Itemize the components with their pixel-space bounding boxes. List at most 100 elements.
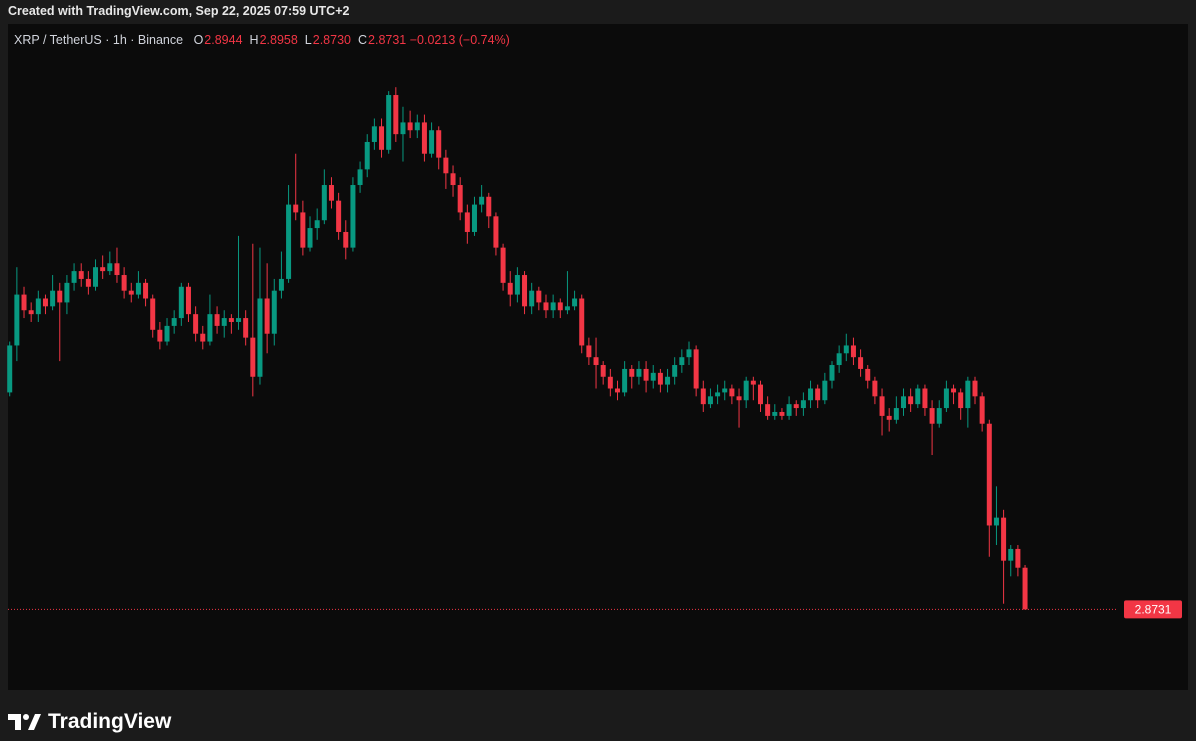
candle-body bbox=[364, 141, 370, 170]
candle-body bbox=[42, 298, 48, 307]
candle-body bbox=[193, 314, 199, 334]
candle-body bbox=[522, 275, 528, 307]
candle-body bbox=[250, 337, 256, 377]
candle-body bbox=[57, 290, 63, 303]
candle-body bbox=[336, 200, 342, 232]
candle-body bbox=[564, 306, 570, 311]
candle-body bbox=[836, 353, 842, 366]
candle-body bbox=[679, 357, 685, 366]
candle-body bbox=[121, 275, 127, 291]
candle-body bbox=[464, 212, 470, 232]
candle-body bbox=[972, 380, 978, 397]
candle-body bbox=[328, 185, 334, 201]
candle-body bbox=[207, 314, 213, 342]
brand: TradingView bbox=[8, 710, 171, 734]
candle-body bbox=[1001, 517, 1007, 561]
candle-body bbox=[779, 411, 785, 416]
candle-body bbox=[14, 294, 20, 346]
brand-logo bbox=[8, 714, 41, 730]
candle-body bbox=[200, 333, 206, 342]
candle-body bbox=[350, 185, 356, 248]
symbol-legend: XRP / TetherUS · 1h · Binance O2.8944 H2.… bbox=[14, 33, 510, 47]
candle-body bbox=[693, 349, 699, 389]
candle-body bbox=[393, 95, 399, 135]
candle-body bbox=[643, 368, 649, 381]
last-price-label: 2.8731 bbox=[1135, 603, 1172, 617]
candle-body bbox=[500, 247, 506, 283]
candle-body bbox=[850, 345, 856, 358]
candle-body bbox=[686, 349, 692, 358]
candle-body bbox=[1022, 567, 1028, 610]
header-label: O bbox=[193, 33, 204, 47]
candle-body bbox=[257, 298, 263, 377]
change: −0.0213 (−0.74%) bbox=[409, 33, 510, 47]
candle-body bbox=[78, 271, 84, 279]
candle-body bbox=[900, 396, 906, 409]
candle-body bbox=[414, 122, 420, 131]
candle-body bbox=[993, 517, 999, 526]
candle-body bbox=[114, 263, 120, 276]
candle-body bbox=[150, 298, 156, 330]
candle-body bbox=[7, 345, 13, 393]
header-label: L bbox=[304, 33, 312, 47]
candle-body bbox=[858, 357, 864, 369]
candle-body bbox=[786, 404, 792, 416]
candle-body bbox=[278, 278, 284, 291]
candle-body bbox=[514, 275, 520, 295]
header-value: 2.8944 bbox=[204, 33, 243, 47]
candle-body bbox=[128, 290, 134, 295]
candle-body bbox=[300, 212, 306, 248]
candle-body bbox=[71, 271, 77, 283]
candle-body bbox=[893, 408, 899, 420]
candle-body bbox=[50, 290, 56, 307]
candle-body bbox=[872, 380, 878, 397]
candle-body bbox=[822, 380, 828, 401]
symbol: XRP / TetherUS · 1h · Binance bbox=[14, 33, 184, 47]
candle-body bbox=[135, 282, 141, 295]
candle-body bbox=[808, 388, 814, 401]
candle-body bbox=[214, 314, 220, 326]
candle-body bbox=[471, 204, 477, 232]
candle-body bbox=[672, 365, 678, 377]
candle-body bbox=[236, 318, 242, 322]
header-value: 2.8731 bbox=[368, 33, 407, 47]
candle-body bbox=[743, 380, 749, 401]
candle-body bbox=[922, 388, 928, 409]
candle-body bbox=[722, 388, 728, 393]
candle-body bbox=[843, 345, 849, 354]
candle-body bbox=[572, 298, 578, 307]
candle-body bbox=[507, 282, 513, 295]
candle-body bbox=[614, 388, 620, 393]
chart-background bbox=[8, 24, 1188, 690]
candle-body bbox=[943, 388, 949, 409]
brand-name: TradingView bbox=[48, 710, 172, 733]
candle-body bbox=[736, 396, 742, 401]
header-value: 2.8958 bbox=[259, 33, 298, 47]
candle-body bbox=[879, 396, 885, 416]
candle-body bbox=[386, 95, 392, 150]
candle-body bbox=[450, 173, 456, 186]
candle-body bbox=[457, 185, 463, 213]
candle-body bbox=[143, 282, 149, 299]
candle-body bbox=[400, 122, 406, 135]
candle-body bbox=[979, 396, 985, 424]
candle-body bbox=[28, 310, 34, 315]
candle-body bbox=[436, 130, 442, 158]
candle-body bbox=[407, 122, 413, 131]
candle-body bbox=[772, 411, 778, 416]
candle-body bbox=[185, 286, 191, 315]
candle-body bbox=[64, 282, 70, 303]
candle-body bbox=[228, 318, 234, 322]
candle-body bbox=[729, 388, 735, 397]
candle-body bbox=[586, 345, 592, 358]
candle-body bbox=[908, 396, 914, 405]
candle-body bbox=[636, 368, 642, 377]
candle-body bbox=[757, 384, 763, 405]
candle-body bbox=[986, 423, 992, 526]
candle-body bbox=[600, 365, 606, 377]
header-label: C bbox=[357, 33, 368, 47]
candle-body bbox=[21, 294, 27, 311]
candle-body bbox=[936, 408, 942, 424]
candle-body bbox=[965, 380, 971, 409]
candle-body bbox=[479, 196, 485, 205]
